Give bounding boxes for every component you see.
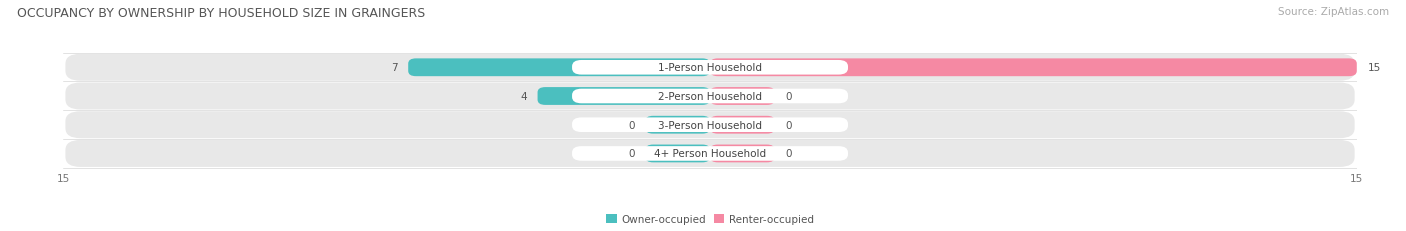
FancyBboxPatch shape [572, 89, 848, 104]
FancyBboxPatch shape [710, 145, 775, 163]
FancyBboxPatch shape [572, 61, 848, 75]
Text: 2-Person Household: 2-Person Household [658, 92, 762, 102]
Text: Source: ZipAtlas.com: Source: ZipAtlas.com [1278, 7, 1389, 17]
FancyBboxPatch shape [66, 55, 1354, 81]
FancyBboxPatch shape [66, 140, 1354, 167]
Text: 0: 0 [786, 92, 792, 102]
FancyBboxPatch shape [572, 146, 848, 161]
FancyBboxPatch shape [537, 88, 710, 105]
FancyBboxPatch shape [645, 145, 710, 163]
FancyBboxPatch shape [710, 59, 1357, 77]
FancyBboxPatch shape [66, 112, 1354, 139]
FancyBboxPatch shape [710, 116, 775, 134]
Text: 0: 0 [628, 120, 634, 130]
FancyBboxPatch shape [66, 83, 1354, 110]
FancyBboxPatch shape [645, 116, 710, 134]
Text: 4: 4 [520, 92, 527, 102]
Text: 0: 0 [628, 149, 634, 159]
Text: 4+ Person Household: 4+ Person Household [654, 149, 766, 159]
Text: 7: 7 [391, 63, 398, 73]
Text: 0: 0 [786, 149, 792, 159]
FancyBboxPatch shape [572, 118, 848, 132]
Text: 1-Person Household: 1-Person Household [658, 63, 762, 73]
FancyBboxPatch shape [710, 88, 775, 105]
Text: 15: 15 [1368, 63, 1381, 73]
Legend: Owner-occupied, Renter-occupied: Owner-occupied, Renter-occupied [602, 210, 818, 228]
Text: 3-Person Household: 3-Person Household [658, 120, 762, 130]
Text: OCCUPANCY BY OWNERSHIP BY HOUSEHOLD SIZE IN GRAINGERS: OCCUPANCY BY OWNERSHIP BY HOUSEHOLD SIZE… [17, 7, 425, 20]
FancyBboxPatch shape [408, 59, 710, 77]
Text: 0: 0 [786, 120, 792, 130]
